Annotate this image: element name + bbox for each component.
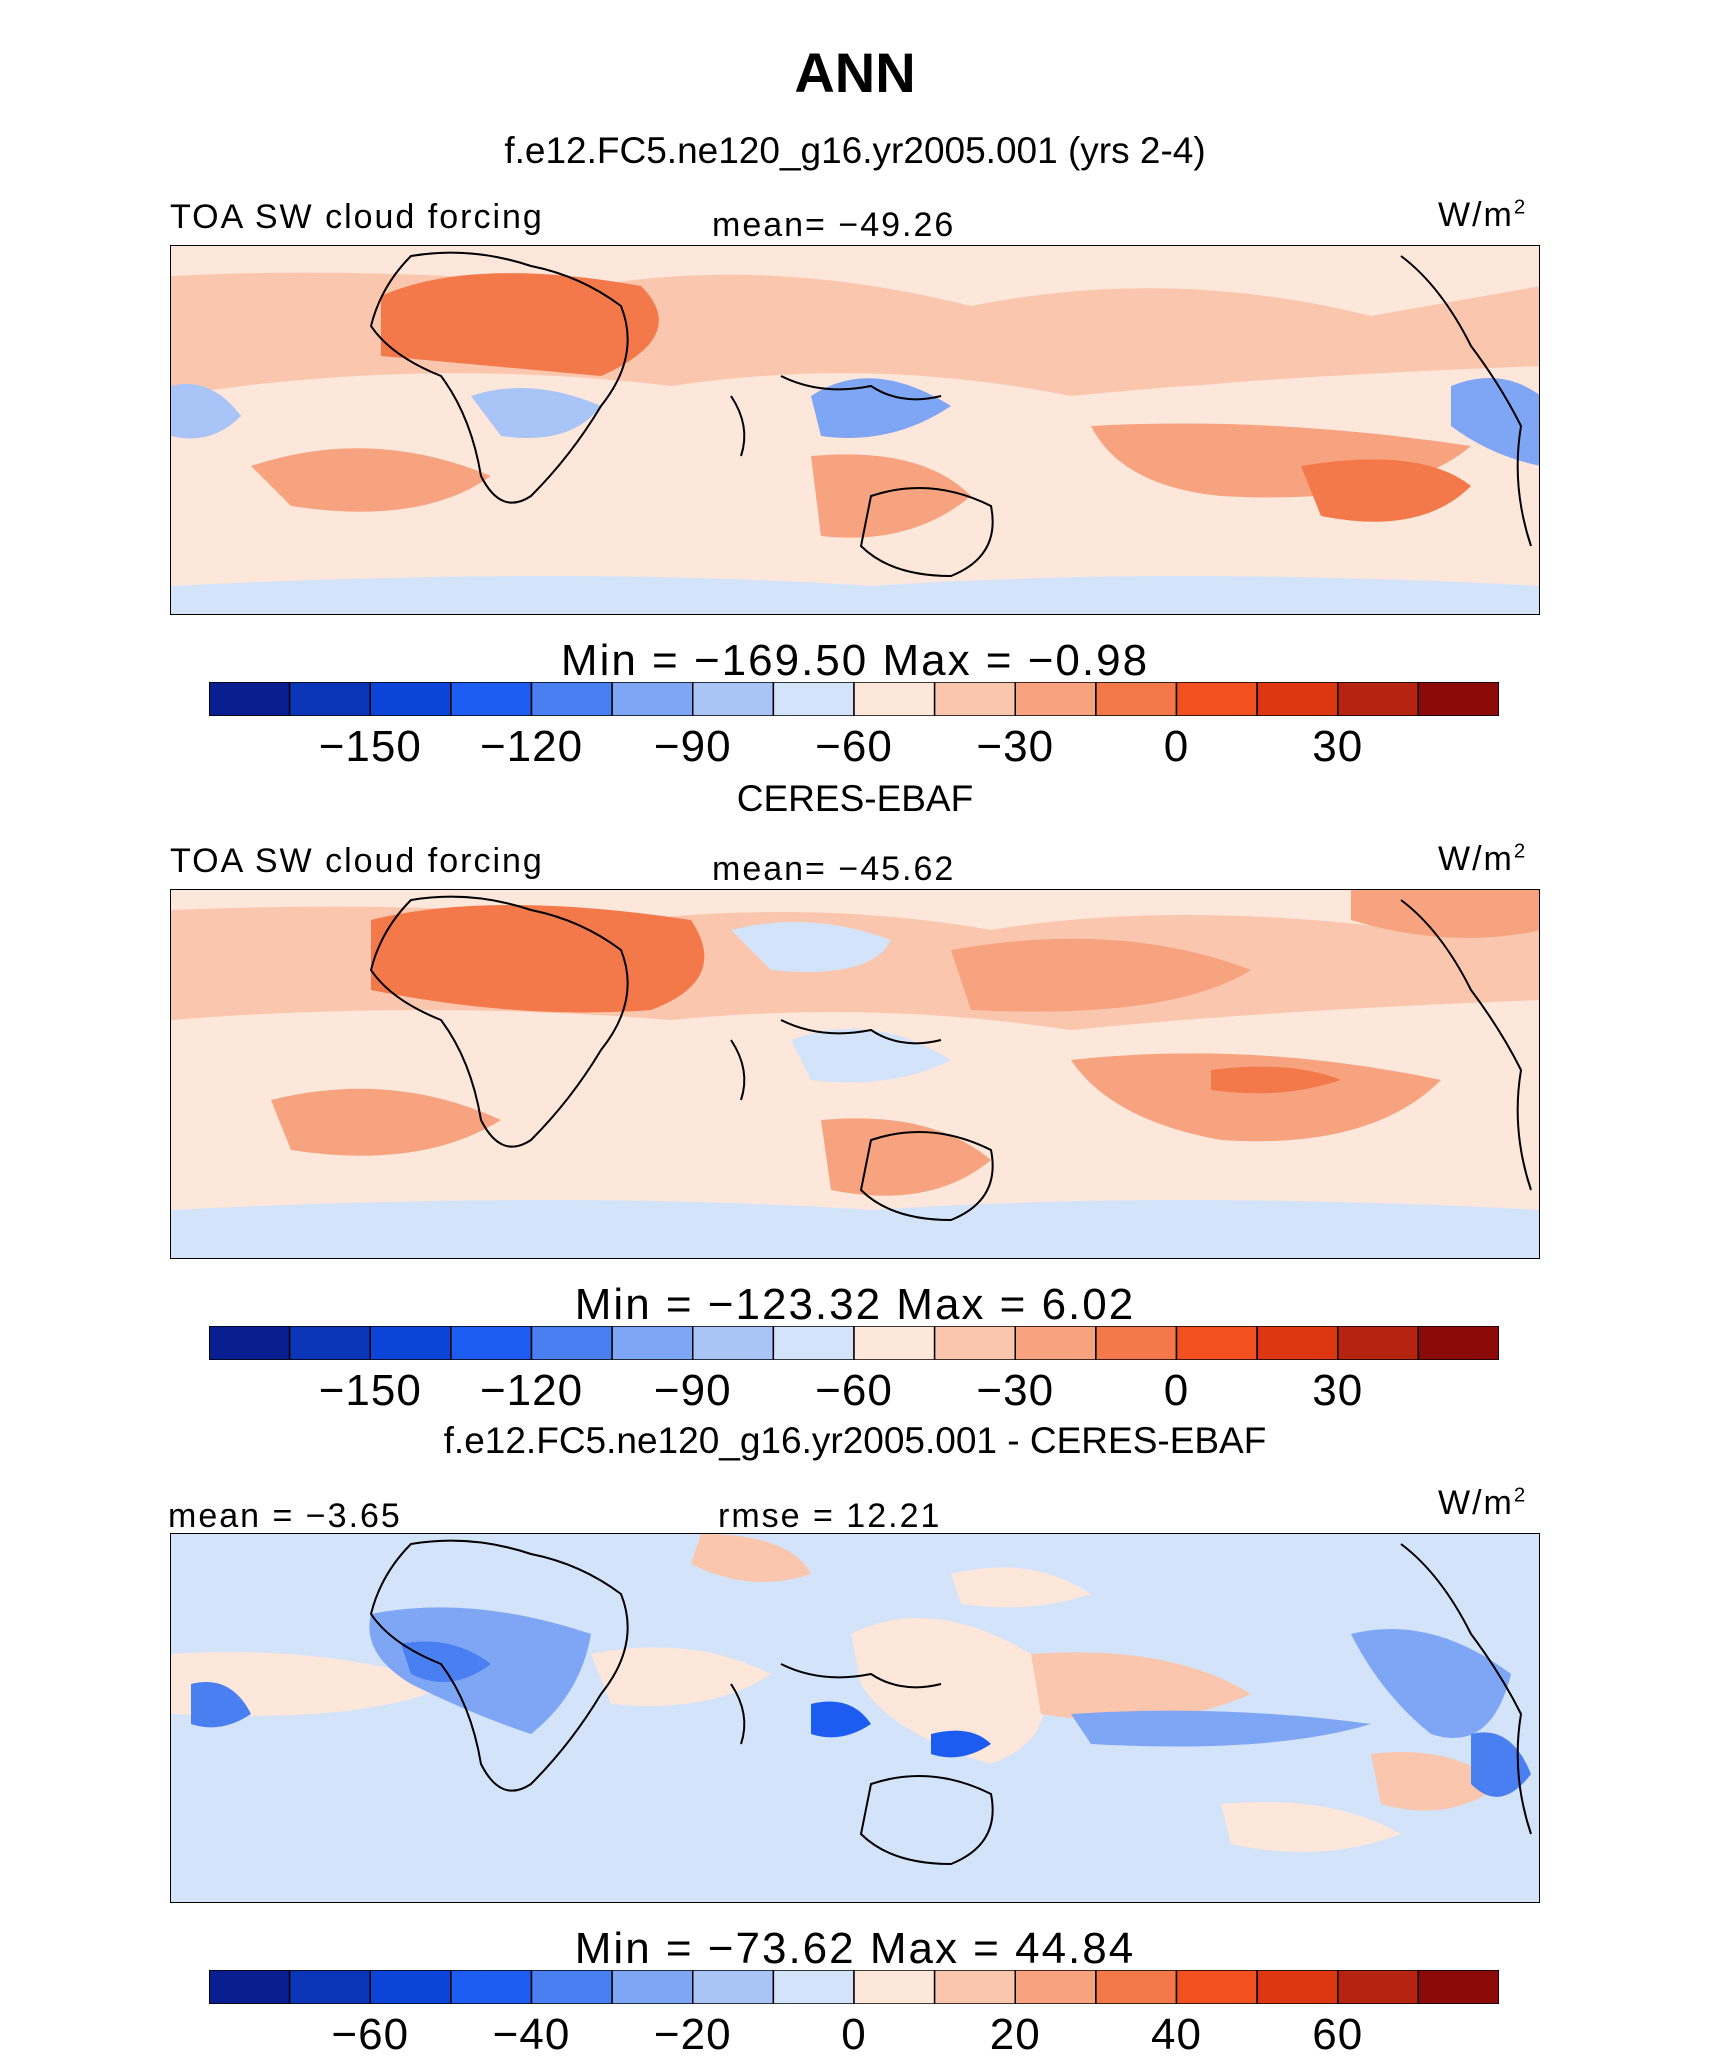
panel3-units-label: W/m2	[1438, 1484, 1528, 1522]
panel3-colorbar-tick-label: 0	[841, 2010, 867, 2059]
panel2-colorbar-bin	[288, 1326, 371, 1360]
panel1-variable-label: TOA SW cloud forcing	[170, 198, 544, 236]
panel2-colorbar-bin	[450, 1326, 533, 1360]
panel1-colorbar-bin	[1337, 682, 1420, 716]
panel3-colorbar-bin	[369, 1970, 452, 2004]
panel3-coastlines	[369, 1539, 1532, 1866]
panel2-colorbar-bin	[933, 1326, 1016, 1360]
panel2-colorbar-bin	[369, 1326, 452, 1360]
diff-subtitle: f.e12.FC5.ne120_g16.yr2005.001 - CERES-E…	[443, 1420, 1267, 1461]
panel3-colorbar-tick-label: −40	[492, 2010, 571, 2059]
panel3-minmax-label: Min = −73.62 Max = 44.84	[574, 1924, 1136, 1973]
obs-subtitle: CERES-EBAF	[736, 778, 974, 819]
panel2-colorbar-tick-label: −120	[479, 1366, 584, 1415]
panel1-colorbar-bin	[1014, 682, 1097, 716]
panel1-colorbar-tick-label: −30	[976, 722, 1055, 771]
panel3-colorbar-tick-label: −20	[653, 2010, 732, 2059]
panel3-colorbar-bin	[1256, 1970, 1339, 2004]
panel1-colorbar-bin	[853, 682, 936, 716]
panel1-colorbar	[209, 682, 1499, 716]
panel2-colorbar-bin	[853, 1326, 936, 1360]
panel3-colorbar-tick-label: −60	[331, 2010, 410, 2059]
panel1-colorbar-bin	[772, 682, 855, 716]
panel2-colorbar-tick-label: −90	[653, 1366, 732, 1415]
model-run-subtitle: f.e12.FC5.ne120_g16.yr2005.001 (yrs 2-4)	[504, 130, 1206, 171]
panel1-colorbar-tick-label: −150	[318, 722, 422, 771]
panel3-field	[171, 1534, 1539, 1902]
panel3-colorbar	[209, 1970, 1499, 2004]
panel2-colorbar-bin	[1014, 1326, 1097, 1360]
panel2-map	[170, 889, 1540, 1259]
panel1-colorbar-bin	[288, 682, 371, 716]
panel2-colorbar-bin	[692, 1326, 775, 1360]
panel1-colorbar-tick-label: −60	[815, 722, 893, 771]
panel2-colorbar-tick-label: −150	[318, 1366, 422, 1415]
panel1-colorbar-tick-label: −90	[653, 722, 732, 771]
panel2-colorbar-bin	[1256, 1326, 1339, 1360]
panel1-colorbar-tick-label: 0	[1163, 722, 1190, 771]
panel2-colorbar-tick-label: −30	[976, 1366, 1055, 1415]
panel1-minmax-label: Min = −169.50 Max = −0.98	[560, 636, 1150, 685]
panel1-colorbar-bin	[1417, 682, 1499, 716]
panel3-rmse-label: rmse = 12.21	[718, 1497, 942, 1535]
panel2-colorbar-tick-label: −60	[815, 1366, 893, 1415]
panel1-mean-label: mean= −49.26	[712, 206, 956, 244]
panel2-units-label: W/m2	[1438, 840, 1528, 878]
panel2-colorbar-bin	[530, 1326, 613, 1360]
panel2-colorbar	[209, 1326, 1499, 1360]
panel3-mean-label: mean = −3.65	[168, 1497, 402, 1535]
panel3-colorbar-bin	[1337, 1970, 1420, 2004]
panel1-map	[170, 245, 1540, 615]
panel1-field	[171, 246, 1539, 614]
panel1-colorbar-tick-label: 30	[1312, 722, 1364, 771]
panel1-colorbar-tick-label: −120	[479, 722, 584, 771]
panel2-colorbar-bin	[1175, 1326, 1258, 1360]
panel1-colorbar-bin	[611, 682, 694, 716]
panel3-colorbar-bin	[692, 1970, 775, 2004]
panel2-coastlines	[369, 895, 1532, 1222]
panel3-colorbar-bin	[1175, 1970, 1258, 2004]
panel3-colorbar-bin	[1014, 1970, 1097, 2004]
panel2-mean-label: mean= −45.62	[712, 850, 956, 888]
panel2-colorbar-bin	[1337, 1326, 1420, 1360]
panel3-colorbar-bin	[772, 1970, 855, 2004]
panel2-colorbar-bin	[1095, 1326, 1178, 1360]
panel2-variable-label: TOA SW cloud forcing	[170, 842, 544, 880]
panel3-colorbar-bin	[450, 1970, 533, 2004]
panel3-colorbar-bin	[288, 1970, 371, 2004]
panel3-colorbar-tick-label: 20	[989, 2010, 1041, 2059]
panel3-colorbar-bin	[1095, 1970, 1178, 2004]
panel3-colorbar-bin	[611, 1970, 694, 2004]
panel3-colorbar-bin	[853, 1970, 936, 2004]
figure-title: ANN	[794, 41, 916, 104]
panel2-field	[171, 890, 1539, 1258]
panel1-colorbar-bin	[369, 682, 452, 716]
panel1-colorbar-bin	[1256, 682, 1339, 716]
panel1-colorbar-bin	[530, 682, 613, 716]
panel1-colorbar-bin	[1095, 682, 1178, 716]
panel3-colorbar-bin	[1417, 1970, 1499, 2004]
panel2-colorbar-bin	[209, 1326, 291, 1360]
panel2-colorbar-bin	[772, 1326, 855, 1360]
panel2-minmax-label: Min = −123.32 Max = 6.02	[574, 1280, 1136, 1329]
panel2-colorbar-tick-label: 30	[1312, 1366, 1364, 1415]
panel3-colorbar-tick-label: 40	[1151, 2010, 1202, 2059]
panel1-colorbar-bin	[1175, 682, 1258, 716]
panel3-colorbar-bin	[209, 1970, 291, 2004]
panel1-colorbar-bin	[450, 682, 533, 716]
panel1-coastlines	[369, 251, 1532, 578]
panel3-map	[170, 1533, 1540, 1903]
panel2-colorbar-bin	[611, 1326, 694, 1360]
panel3-colorbar-bin	[530, 1970, 613, 2004]
panel2-colorbar-bin	[1417, 1326, 1499, 1360]
panel1-colorbar-bin	[209, 682, 291, 716]
panel3-colorbar-tick-label: 60	[1312, 2010, 1364, 2059]
panel1-colorbar-bin	[933, 682, 1016, 716]
panel3-colorbar-bin	[933, 1970, 1016, 2004]
panel1-units-label: W/m2	[1438, 196, 1528, 234]
panel1-colorbar-bin	[692, 682, 775, 716]
panel2-colorbar-tick-label: 0	[1163, 1366, 1190, 1415]
